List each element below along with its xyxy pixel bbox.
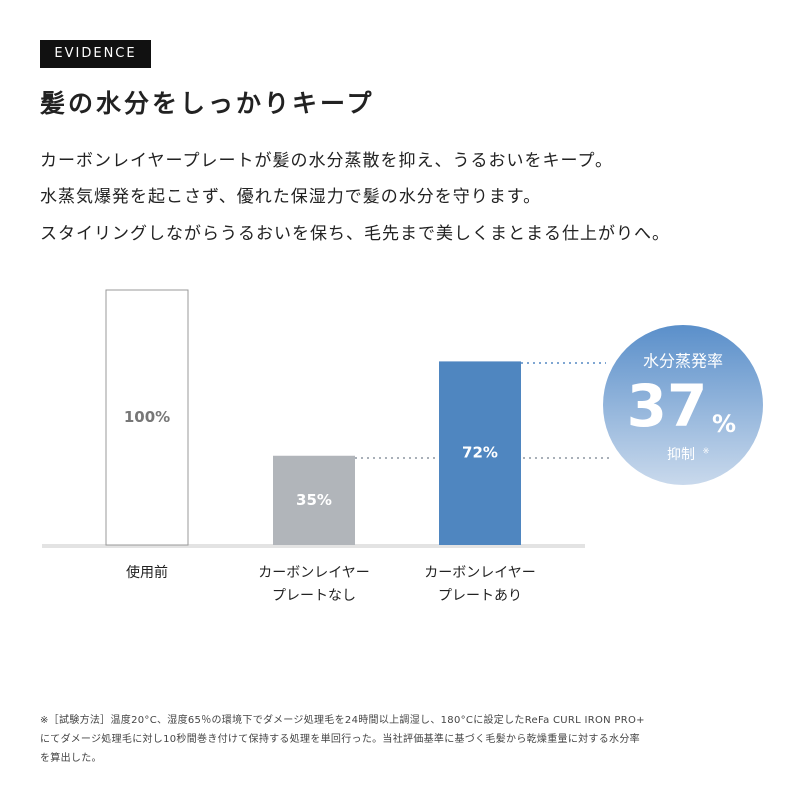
tag: EVIDENCE bbox=[40, 40, 151, 68]
badge-caption: 抑制 bbox=[667, 447, 695, 463]
bar bbox=[273, 455, 355, 545]
bar bbox=[105, 289, 189, 546]
body-line: カーボンレイヤープレートが髪の水分蒸散を抑え、うるおいをキープ。 bbox=[40, 151, 613, 171]
badge-unit: % bbox=[712, 410, 736, 438]
category-label: 使用前 bbox=[126, 565, 168, 581]
footnote: を算出した。 bbox=[40, 753, 102, 764]
bar bbox=[439, 361, 521, 545]
badge bbox=[603, 325, 763, 485]
value-label: 100% bbox=[124, 408, 170, 426]
value-label: 35% bbox=[296, 491, 332, 509]
body-line: スタイリングしながらうるおいを保ち、毛先まで美しくまとまる仕上がりへ。 bbox=[40, 224, 670, 244]
footnote: にてダメージ処理毛に対し10秒間巻き付けて保持する処理を単回行った。当社評価基準… bbox=[40, 734, 640, 745]
badge-title: 水分蒸発率 bbox=[643, 352, 723, 371]
title: 髪の水分をしっかりキープ bbox=[40, 89, 375, 118]
value-label: 72% bbox=[462, 444, 498, 462]
body-line: 水蒸気爆発を起こさず、優れた保湿力で髪の水分を守ります。 bbox=[40, 187, 542, 207]
badge-value: 37 bbox=[627, 372, 708, 440]
footnote: ※［試験方法］温度20°C、湿度65％の環境下でダメージ処理毛を24時間以上調湿… bbox=[40, 715, 645, 726]
badge-mark: ※ bbox=[703, 447, 710, 456]
baseline bbox=[42, 544, 585, 548]
category-label: カーボンレイヤー プレートあり bbox=[424, 565, 536, 604]
category-label: カーボンレイヤー プレートなし bbox=[258, 565, 370, 604]
